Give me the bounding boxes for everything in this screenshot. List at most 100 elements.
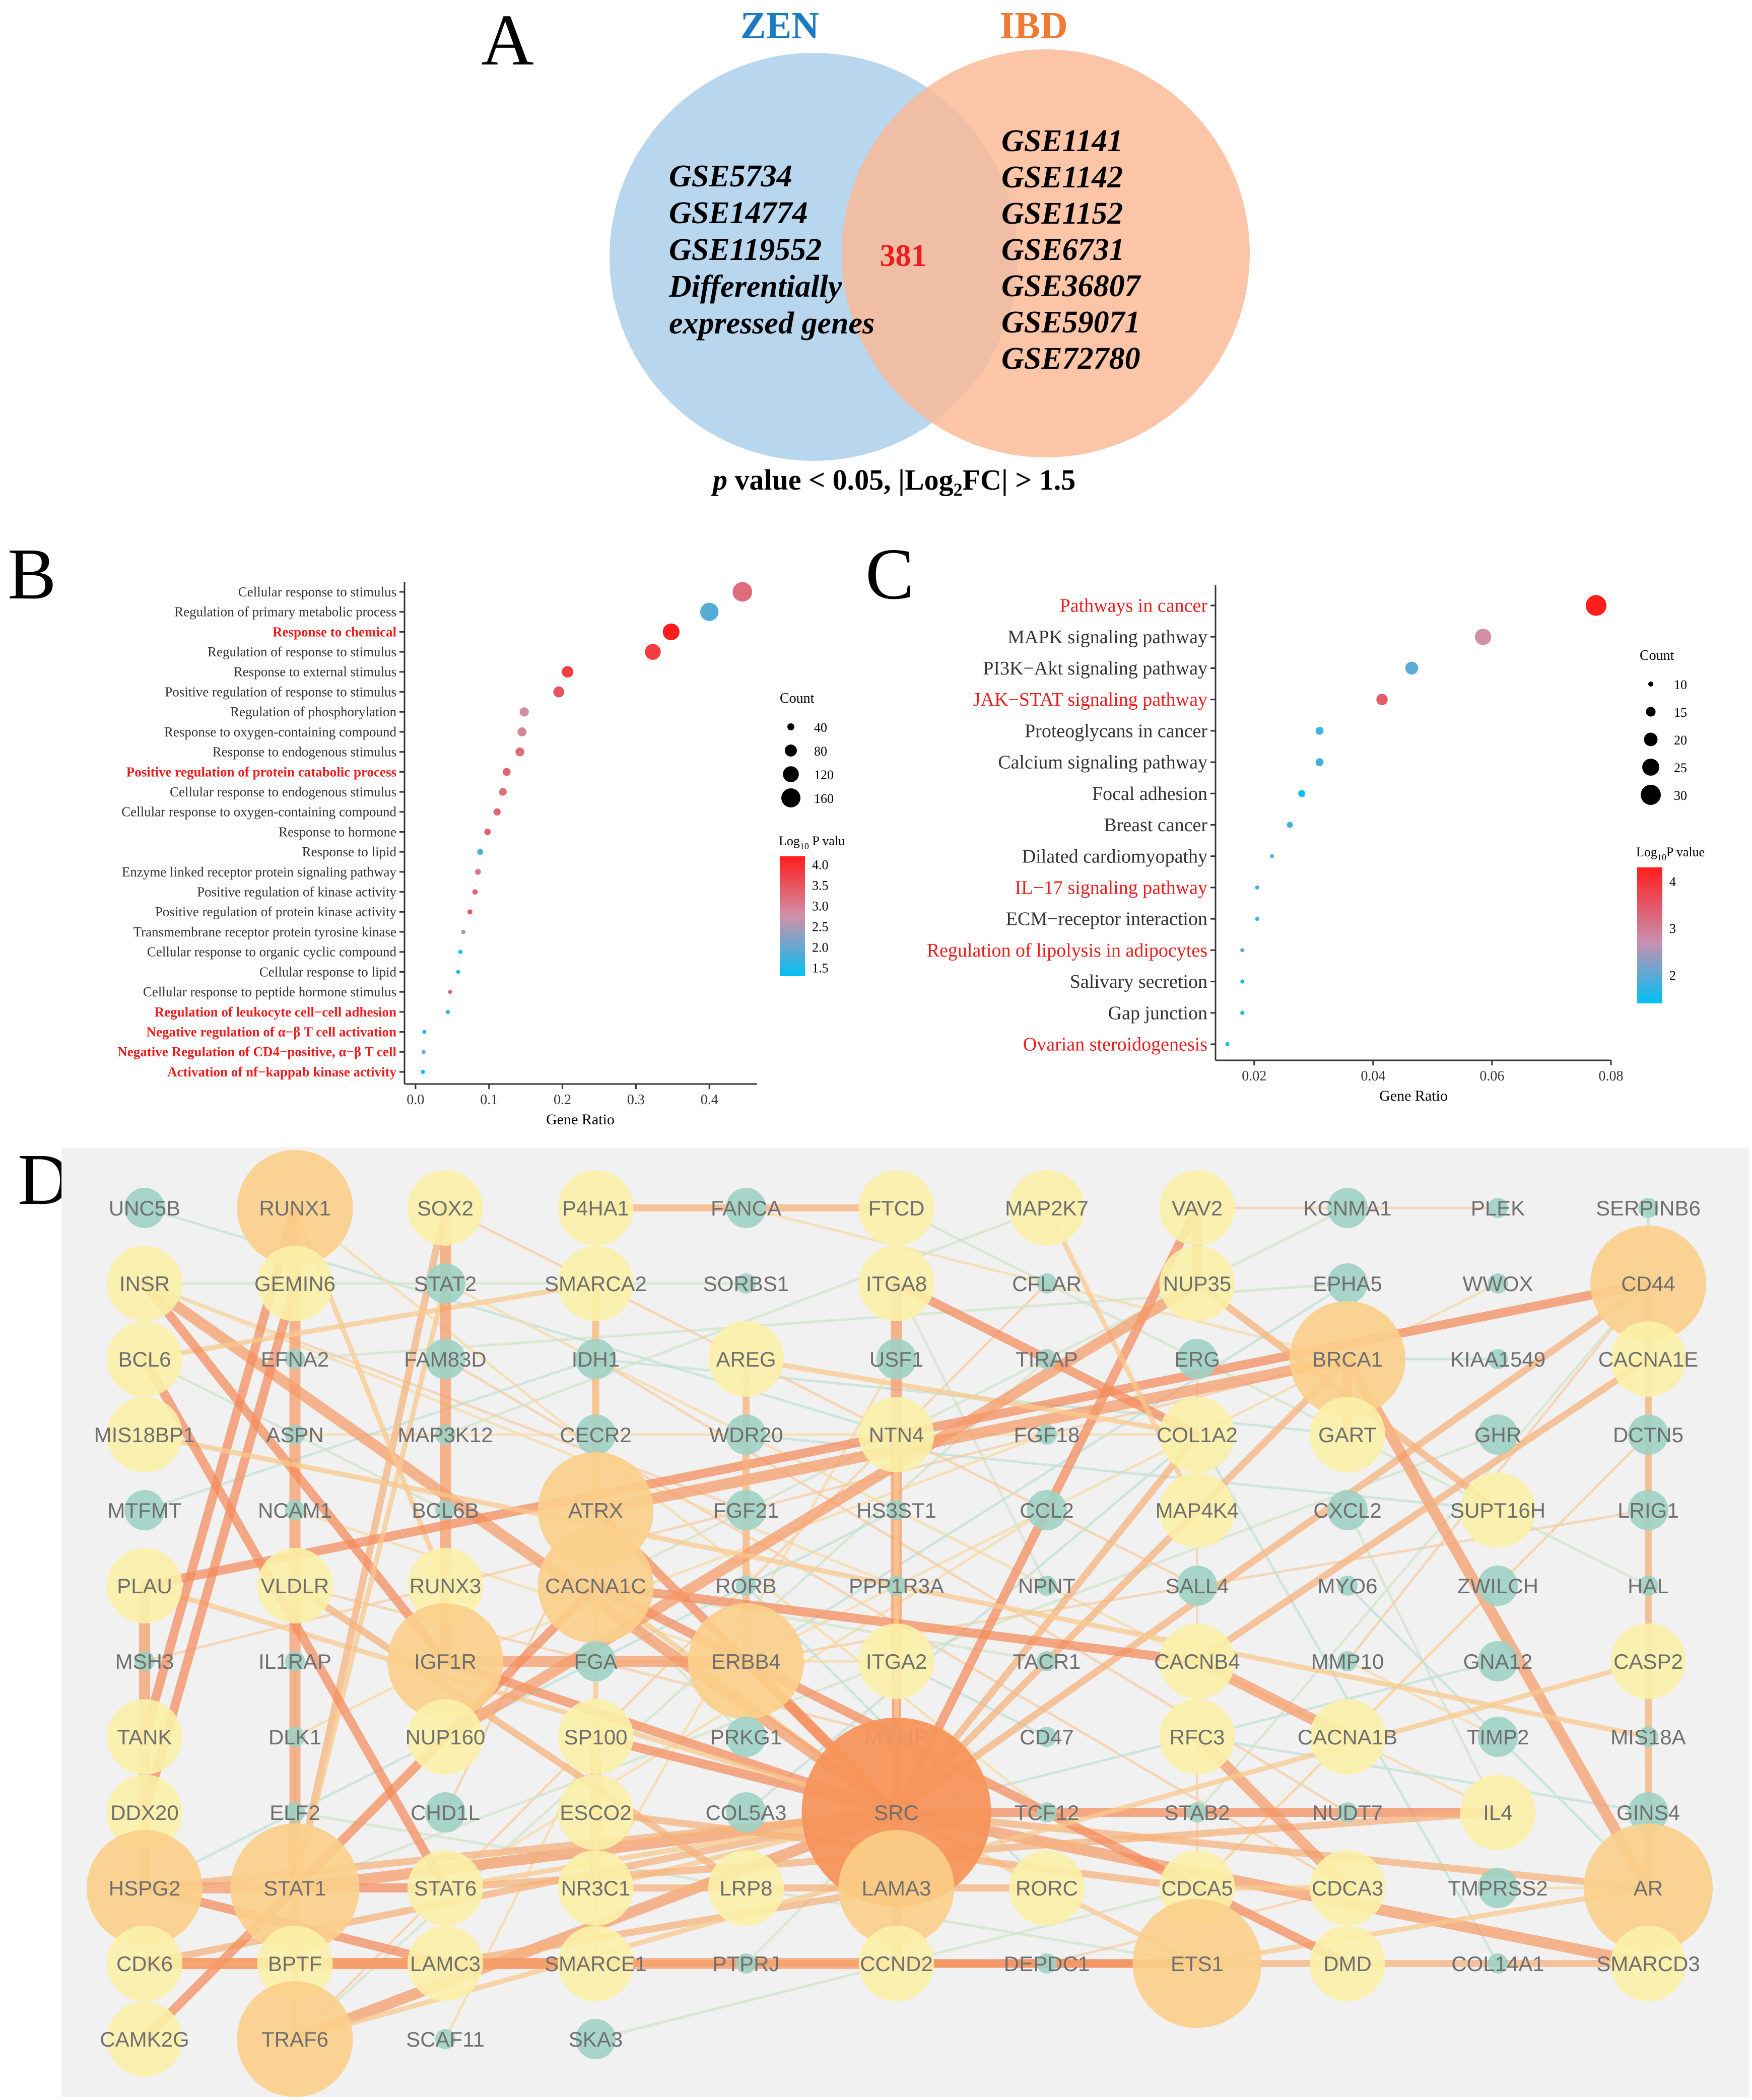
network-node[interactable]: CDCA3 (1310, 1850, 1385, 1926)
network-node[interactable]: GINS4 (1616, 1792, 1680, 1833)
network-node[interactable]: IDH1 (572, 1339, 620, 1379)
network-node[interactable]: P4HA1 (558, 1170, 634, 1246)
network-node[interactable]: CAMK2G (100, 2001, 189, 2077)
network-node[interactable]: CECR2 (560, 1414, 632, 1455)
network-node[interactable]: AR (1584, 1823, 1713, 1952)
network-node[interactable]: TIMP2 (1467, 1717, 1529, 1757)
network-node[interactable]: CHD1L (411, 1792, 480, 1833)
network-node[interactable]: ETS1 (1132, 1899, 1262, 2028)
network-node[interactable]: ERG (1174, 1339, 1220, 1379)
network-node[interactable]: NUP160 (406, 1699, 486, 1775)
network-node[interactable]: LRIG1 (1618, 1490, 1679, 1530)
network-node[interactable]: KCNMA1 (1303, 1188, 1392, 1228)
network-node[interactable]: TIRAP (1016, 1347, 1078, 1371)
network-node[interactable]: ELF2 (269, 1801, 320, 1824)
network-node[interactable]: PLEK (1471, 1196, 1525, 1220)
network-node[interactable]: TACR1 (1013, 1650, 1081, 1673)
network-node[interactable]: PLAU (107, 1548, 182, 1623)
network-node[interactable]: UNC5B (109, 1188, 180, 1228)
network-node[interactable]: MSH3 (115, 1650, 174, 1673)
network-node[interactable]: SERPINB6 (1596, 1196, 1701, 1220)
network-node[interactable]: CCND2 (858, 1926, 934, 2001)
network-node[interactable]: IL4 (1460, 1775, 1536, 1850)
network-node[interactable]: LAMC3 (408, 1926, 483, 2001)
network-node[interactable]: STAT6 (408, 1850, 483, 1926)
network-node[interactable]: VLDLR (257, 1548, 333, 1623)
network-node[interactable]: DDX20 (107, 1775, 182, 1850)
network-node[interactable]: MIS18BP1 (94, 1397, 195, 1472)
network-node[interactable]: FGF21 (713, 1490, 779, 1530)
network-node[interactable]: MYO6 (1317, 1574, 1377, 1598)
network-node[interactable]: STAB2 (1165, 1801, 1230, 1824)
network-node[interactable]: STAT2 (414, 1263, 477, 1304)
network-node[interactable]: MIS18A (1610, 1725, 1686, 1749)
network-node[interactable]: LAMA3 (838, 1830, 955, 1946)
network-node[interactable]: SOX2 (408, 1170, 483, 1246)
network-node[interactable]: EFNA2 (261, 1347, 329, 1371)
network-node[interactable]: MAP3K12 (397, 1423, 493, 1447)
network-node[interactable]: ESCO2 (558, 1775, 634, 1850)
network-node[interactable]: DCTN5 (1613, 1414, 1683, 1455)
network-node[interactable]: TRAF6 (237, 1981, 353, 2097)
network-node[interactable]: COL5A3 (705, 1792, 787, 1833)
network-node[interactable]: CASP2 (1610, 1623, 1686, 1699)
network-node[interactable]: SMARCD3 (1596, 1926, 1700, 2001)
network-node[interactable]: AREG (708, 1321, 784, 1397)
network-node[interactable]: ITGA2 (858, 1623, 934, 1699)
network-node[interactable]: BRCA1 (1290, 1301, 1405, 1417)
network-node[interactable]: NCAM1 (258, 1499, 332, 1522)
network-node[interactable]: PTPRJ (712, 1952, 779, 1976)
network-node[interactable]: SALL4 (1165, 1566, 1229, 1606)
network-node[interactable]: RORC (1009, 1850, 1085, 1926)
network-node[interactable]: FGA (574, 1641, 618, 1681)
network-node[interactable]: BCL6B (412, 1499, 479, 1522)
network-node[interactable]: TANK (107, 1699, 182, 1775)
network-node[interactable]: HAL (1628, 1574, 1669, 1598)
network-node[interactable]: PRKG1 (710, 1717, 782, 1757)
network-node[interactable]: BPTF (257, 1926, 333, 2001)
network-node[interactable]: ZWILCH (1457, 1566, 1538, 1606)
network-node[interactable]: VAV2 (1159, 1170, 1235, 1246)
network-node[interactable]: RUNX3 (408, 1548, 483, 1623)
network-node[interactable]: CD44 (1590, 1226, 1706, 1341)
network-node[interactable]: ERBB4 (688, 1603, 804, 1719)
network-node[interactable]: SCAF11 (406, 2027, 485, 2051)
network-node[interactable]: COL1A2 (1157, 1397, 1238, 1472)
network-node[interactable]: TCF12 (1015, 1801, 1079, 1824)
network-node[interactable]: STAT1 (230, 1823, 360, 1952)
network-node[interactable]: FAM83D (404, 1339, 487, 1379)
network-node[interactable]: NUP35 (1159, 1246, 1235, 1321)
network-node[interactable]: IL1RAP (258, 1650, 331, 1673)
network-node[interactable]: WWOX (1463, 1272, 1533, 1296)
network-node[interactable]: CACNA1E (1598, 1321, 1698, 1397)
network-node[interactable]: DEPDC1 (1004, 1952, 1090, 1976)
network-node[interactable]: FGF18 (1014, 1423, 1080, 1447)
network-node[interactable]: RFC3 (1159, 1699, 1235, 1775)
network-node[interactable]: CXCL2 (1313, 1490, 1382, 1530)
network-node[interactable]: RORB (715, 1574, 776, 1598)
network-node[interactable]: MMP10 (1311, 1650, 1384, 1673)
network-node[interactable]: IGF1R (387, 1603, 503, 1719)
network-node[interactable]: CACNB4 (1154, 1623, 1240, 1699)
network-node[interactable]: MAP2K7 (1005, 1170, 1089, 1246)
network-node[interactable]: GHR (1474, 1414, 1521, 1455)
network-node[interactable]: GART (1310, 1397, 1385, 1472)
network-node[interactable]: DLK1 (268, 1725, 321, 1749)
network-node[interactable]: SORBS1 (703, 1272, 789, 1296)
network-node[interactable]: SKA3 (569, 2019, 623, 2059)
network-node[interactable]: INSR (107, 1246, 182, 1321)
network-node[interactable]: HSPG2 (87, 1830, 203, 1946)
network-node[interactable]: CFLAR (1012, 1272, 1082, 1296)
network-node[interactable]: PPP1R3A (849, 1574, 944, 1598)
network-node[interactable]: WDR20 (709, 1414, 783, 1455)
network-node[interactable]: TMPRSS2 (1448, 1868, 1548, 1908)
network-node[interactable]: SMARCE1 (545, 1926, 647, 2001)
network-node[interactable]: NPNT (1018, 1574, 1075, 1598)
network-node[interactable]: FANCA (711, 1188, 781, 1228)
network-node[interactable]: CCL2 (1020, 1490, 1074, 1530)
network-node[interactable]: CD47 (1020, 1725, 1073, 1749)
network-node[interactable]: NTN4 (858, 1397, 934, 1472)
network-node[interactable]: KIAA1549 (1450, 1347, 1545, 1371)
network-node[interactable]: SUPT16H (1450, 1472, 1545, 1548)
network-node[interactable]: SP100 (558, 1699, 634, 1775)
